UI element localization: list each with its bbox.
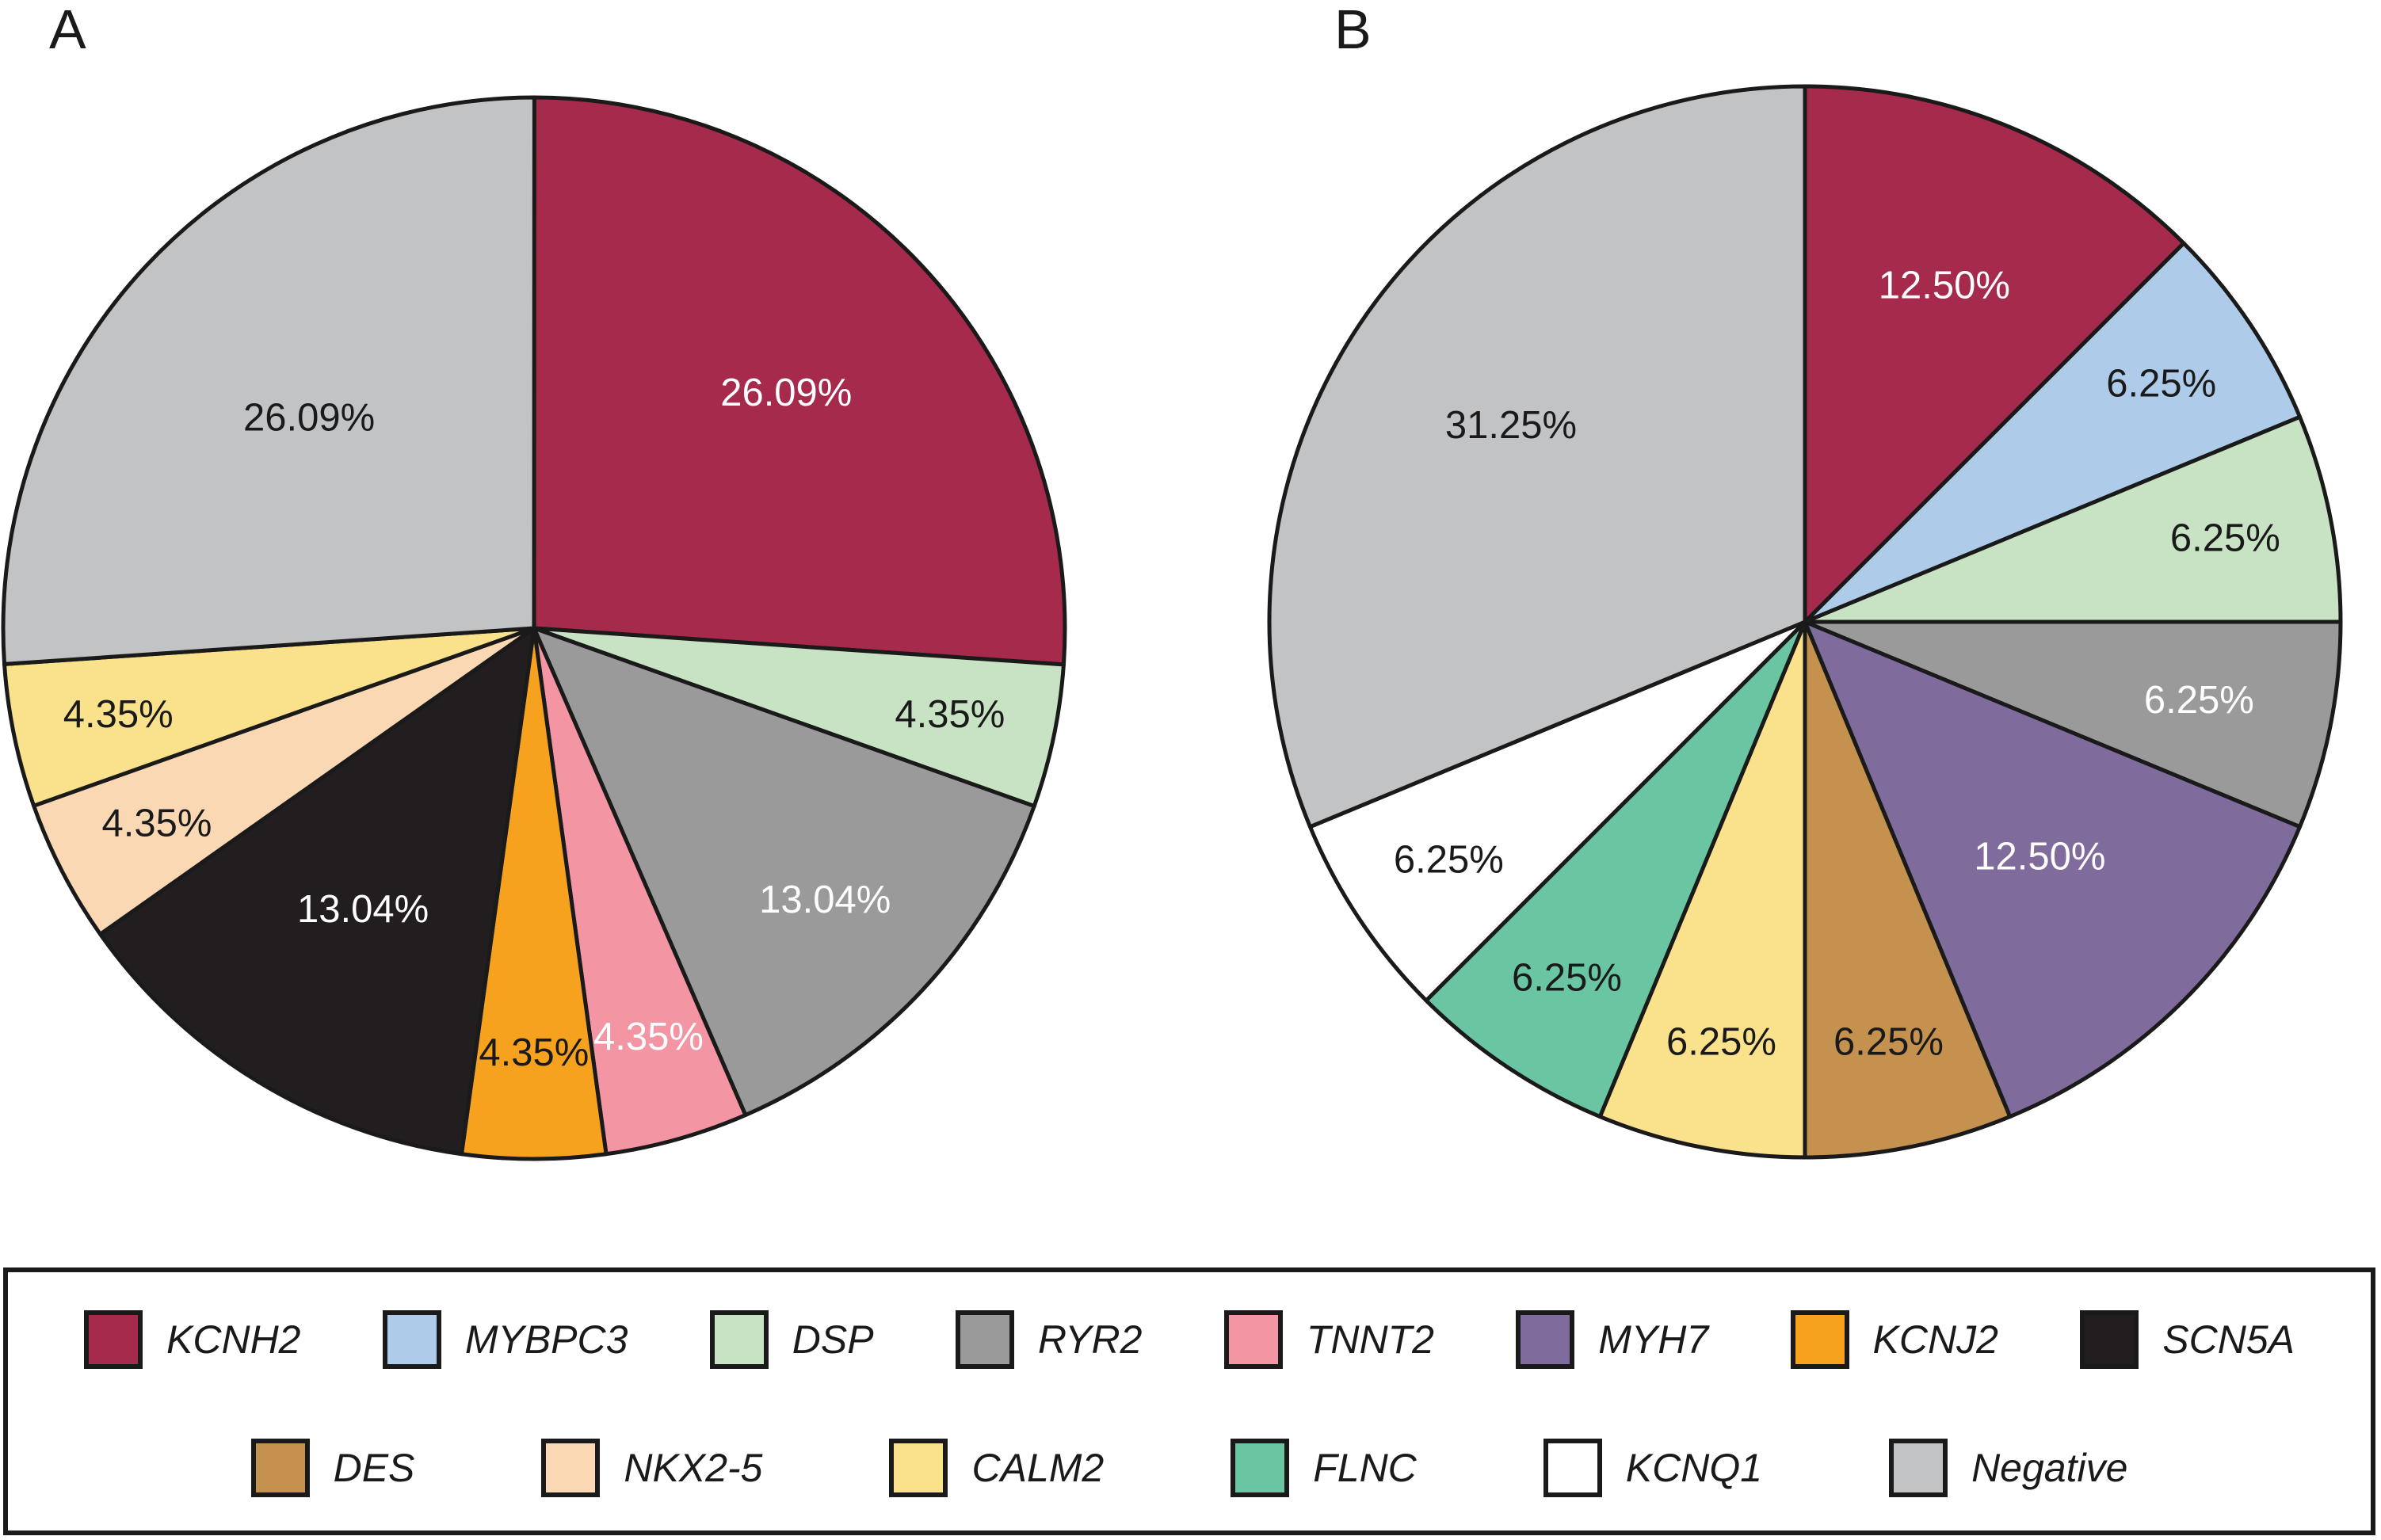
legend-swatch-des — [250, 1439, 310, 1497]
pie-a-slice-kcnh2 — [532, 95, 1067, 667]
pie-b-slice-dsp — [1803, 414, 2343, 624]
legend-swatch-nkx2-5 — [541, 1439, 601, 1497]
pie-b: 12.50% 6.25% 6.25% 6.25% 12.50% 6.25% 6.25% 6.2… — [1267, 84, 2343, 1160]
pie-a-slice-nkx2-5 — [32, 626, 536, 936]
pie-a: 26.09%4.35%13.04%4.35%4.35%13.04%4.35%4.… — [1, 95, 1067, 1161]
legend-label-myh7: MYH7 — [1598, 1317, 1709, 1362]
legend-item-scn5a: SCN5A — [2080, 1310, 2295, 1369]
pie-b-slice-flnc — [1424, 619, 1807, 1119]
panel-a-letter: A — [49, 0, 86, 60]
legend-item-kcnh2: KCNH2 — [84, 1310, 300, 1369]
pie-b-pct-label-flnc: 6.25% — [1512, 957, 1622, 1000]
legend: KCNH2 MYBPC3 DSP RYR2 TNNT2 MYH7 KCNJ2 SCN5A DE… — [3, 1267, 2375, 1535]
pie-b-slice-ryr2 — [1803, 619, 2343, 829]
legend-swatch-negative — [1889, 1439, 1948, 1497]
legend-swatch-myh7 — [1516, 1310, 1575, 1369]
legend-label-mybpc3: MYBPC3 — [464, 1317, 628, 1362]
pie-b-slice-myh7 — [1803, 619, 2303, 1119]
legend-swatch-ryr2 — [955, 1310, 1014, 1369]
legend-item-dsp: DSP — [709, 1310, 874, 1369]
pie-a-slice-tnnt2 — [532, 626, 748, 1157]
pie-b-slice-mybpc3 — [1803, 241, 2303, 624]
legend-item-nkx2-5: NKX2-5 — [541, 1439, 762, 1497]
pie-b-slice-kcnq1 — [1307, 619, 1807, 1003]
pie-a-slice-ryr2 — [532, 626, 1036, 1118]
legend-item-ryr2: RYR2 — [955, 1310, 1143, 1369]
legend-label-dsp: DSP — [792, 1317, 874, 1362]
pie-b-slice-calm2 — [1597, 619, 1807, 1160]
legend-label-flnc: FLNC — [1313, 1446, 1417, 1490]
pie-b-pct-label-negative: 31.25% — [1445, 404, 1577, 447]
legend-swatch-flnc — [1231, 1439, 1290, 1497]
pie-a-pct-label-tnnt2: 4.35% — [593, 1016, 704, 1058]
legend-label-kcnq1: KCNQ1 — [1625, 1446, 1763, 1490]
legend-swatch-tnnt2 — [1223, 1310, 1283, 1369]
legend-item-calm2: CALM2 — [889, 1439, 1104, 1497]
legend-label-negative: Negative — [1971, 1446, 2128, 1490]
pie-a-pct-label-kcnh2: 26.09% — [720, 372, 852, 414]
pie-b-pct-label-ryr2: 6.25% — [2144, 679, 2254, 722]
legend-swatch-scn5a — [2080, 1310, 2139, 1369]
pie-b-slice-negative — [1267, 84, 1807, 829]
legend-swatch-dsp — [709, 1310, 769, 1369]
pie-a-pct-label-nkx2-5: 4.35% — [102, 802, 212, 845]
pie-a-pct-label-scn5a: 13.04% — [297, 888, 429, 931]
legend-label-nkx2-5: NKX2-5 — [624, 1446, 763, 1490]
pie-b-pct-label-calm2: 6.25% — [1666, 1020, 1776, 1063]
legend-label-ryr2: RYR2 — [1037, 1317, 1143, 1362]
pie-a-pct-label-ryr2: 13.04% — [759, 879, 891, 921]
pie-a-slice-dsp — [532, 626, 1066, 809]
legend-item-mybpc3: MYBPC3 — [382, 1310, 628, 1369]
legend-swatch-kcnq1 — [1543, 1439, 1602, 1497]
pie-b-pct-label-dsp: 6.25% — [2170, 517, 2280, 560]
legend-swatch-kcnj2 — [1790, 1310, 1849, 1369]
legend-label-kcnh2: KCNH2 — [166, 1317, 301, 1362]
pie-b-pct-label-myh7: 12.50% — [1974, 835, 2105, 878]
legend-label-kcnj2: KCNJ2 — [1872, 1317, 1998, 1362]
legend-item-des: DES — [250, 1439, 415, 1497]
pie-a-slice-negative — [1, 95, 536, 666]
pie-a-pct-label-kcnj2: 4.35% — [479, 1031, 589, 1074]
pie-b-pct-label-mybpc3: 6.25% — [2106, 363, 2216, 406]
pie-b-slice-kcnh2 — [1803, 84, 2186, 624]
pie-b-pct-label-kcnq1: 6.25% — [1394, 839, 1504, 882]
pie-a-slice-calm2 — [2, 626, 536, 808]
legend-label-scn5a: SCN5A — [2162, 1317, 2295, 1362]
legend-label-calm2: CALM2 — [971, 1446, 1105, 1490]
legend-item-flnc: FLNC — [1231, 1439, 1417, 1497]
pie-a-pct-label-dsp: 4.35% — [895, 693, 1005, 736]
legend-label-tnnt2: TNNT2 — [1306, 1317, 1434, 1362]
pie-a-pct-label-negative: 26.09% — [243, 397, 375, 440]
legend-row-1: KCNH2 MYBPC3 DSP RYR2 TNNT2 MYH7 KCNJ2 SCN5A — [8, 1310, 2371, 1369]
legend-swatch-kcnh2 — [84, 1310, 143, 1369]
legend-swatch-calm2 — [889, 1439, 948, 1497]
legend-item-myh7: MYH7 — [1516, 1310, 1708, 1369]
legend-item-tnnt2: TNNT2 — [1223, 1310, 1434, 1369]
legend-label-des: DES — [333, 1446, 415, 1490]
legend-swatch-mybpc3 — [382, 1310, 441, 1369]
pie-a-slice-scn5a — [98, 626, 536, 1157]
pie-b-pct-label-kcnh2: 12.50% — [1879, 264, 2010, 307]
legend-item-negative: Negative — [1889, 1439, 2127, 1497]
pie-b-pct-label-des: 6.25% — [1833, 1020, 1944, 1063]
pie-a-slice-kcnj2 — [460, 626, 609, 1161]
legend-row-2: DES NKX2-5 CALM2 FLNC KCNQ1 Negative — [8, 1439, 2371, 1497]
legend-item-kcnj2: KCNJ2 — [1790, 1310, 1998, 1369]
panel-b-letter: B — [1334, 0, 1372, 60]
legend-item-kcnq1: KCNQ1 — [1543, 1439, 1762, 1497]
pie-a-pct-label-calm2: 4.35% — [63, 693, 174, 736]
pie-b-slice-des — [1803, 619, 2013, 1160]
